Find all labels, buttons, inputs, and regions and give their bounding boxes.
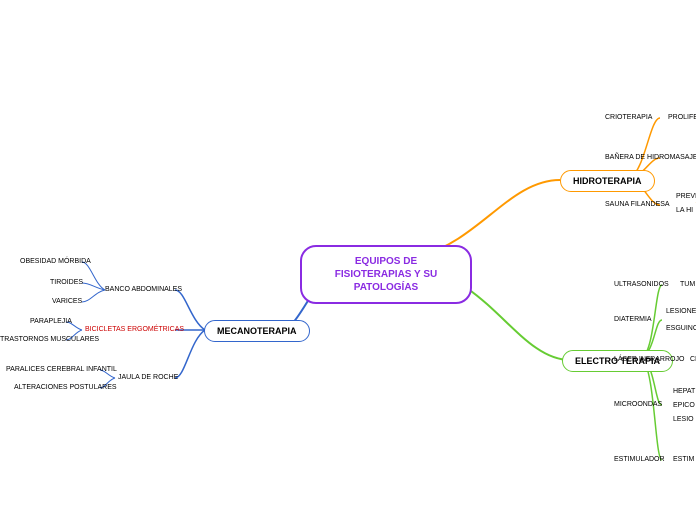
- center-title: EQUIPOS DE FISIOTERAPIAS Y SU PATOLOGÍAS: [316, 255, 456, 294]
- leaf-varices: VARICES: [52, 298, 82, 305]
- leaf-banco: BANCO ABDOMINALES: [105, 286, 182, 293]
- branch-mecanoterapia[interactable]: MECANOTERAPIA: [204, 320, 310, 342]
- leaf-trastornos: TRASTORNOS MUSCULARES: [0, 336, 99, 343]
- leaf-ultrasonidos: ULTRASONIDOS: [614, 281, 669, 288]
- leaf-prolifera: PROLIFERA: [668, 114, 696, 121]
- leaf-estim-a: ESTIM: [673, 456, 694, 463]
- leaf-bicicletas: BICICLETAS ERGOMÉTRICAS: [85, 326, 184, 333]
- leaf-diatermia-a: LESIONES: [666, 308, 696, 315]
- branch-hidroterapia[interactable]: HIDROTERAPIA: [560, 170, 655, 192]
- leaf-paralices: PARALICES CEREBRAL INFANTIL: [6, 366, 117, 373]
- leaf-micro-c: LESIO: [673, 416, 694, 423]
- leaf-alteraciones: ALTERACIONES POSTULARES: [14, 384, 117, 391]
- leaf-micro-b: EPICO: [673, 402, 695, 409]
- leaf-micro-a: HEPAT: [673, 388, 695, 395]
- leaf-jaula: JAULA DE ROCHE: [118, 374, 178, 381]
- leaf-diatermia-b: ESGUINC: [666, 325, 696, 332]
- leaf-diatermia: DIATERMIA: [614, 316, 652, 323]
- leaf-sauna: SAUNA FILANDESA: [605, 201, 670, 208]
- leaf-sauna-a: PREVI: [676, 193, 696, 200]
- leaf-tiroides: TIROIDES: [50, 279, 83, 286]
- leaf-paraplejia: PARAPLEJIA: [30, 318, 72, 325]
- leaf-sauna-b: LA HI: [676, 207, 693, 214]
- leaf-estimulador: ESTIMULADOR: [614, 456, 665, 463]
- center-node[interactable]: EQUIPOS DE FISIOTERAPIAS Y SU PATOLOGÍAS: [300, 245, 472, 304]
- leaf-banera: BAÑERA DE HIDROMASAJES: [605, 154, 696, 161]
- leaf-crioterapia: CRIOTERAPIA: [605, 114, 652, 121]
- leaf-microondas: MICROONDAS: [614, 401, 662, 408]
- leaf-laser-a: CI: [690, 356, 696, 363]
- leaf-obesidad: OBESIDAD MÓRBIDA: [20, 258, 91, 265]
- leaf-laser: LÁSER INFRARROJO: [614, 356, 684, 363]
- leaf-ultra-a: TUM: [680, 281, 695, 288]
